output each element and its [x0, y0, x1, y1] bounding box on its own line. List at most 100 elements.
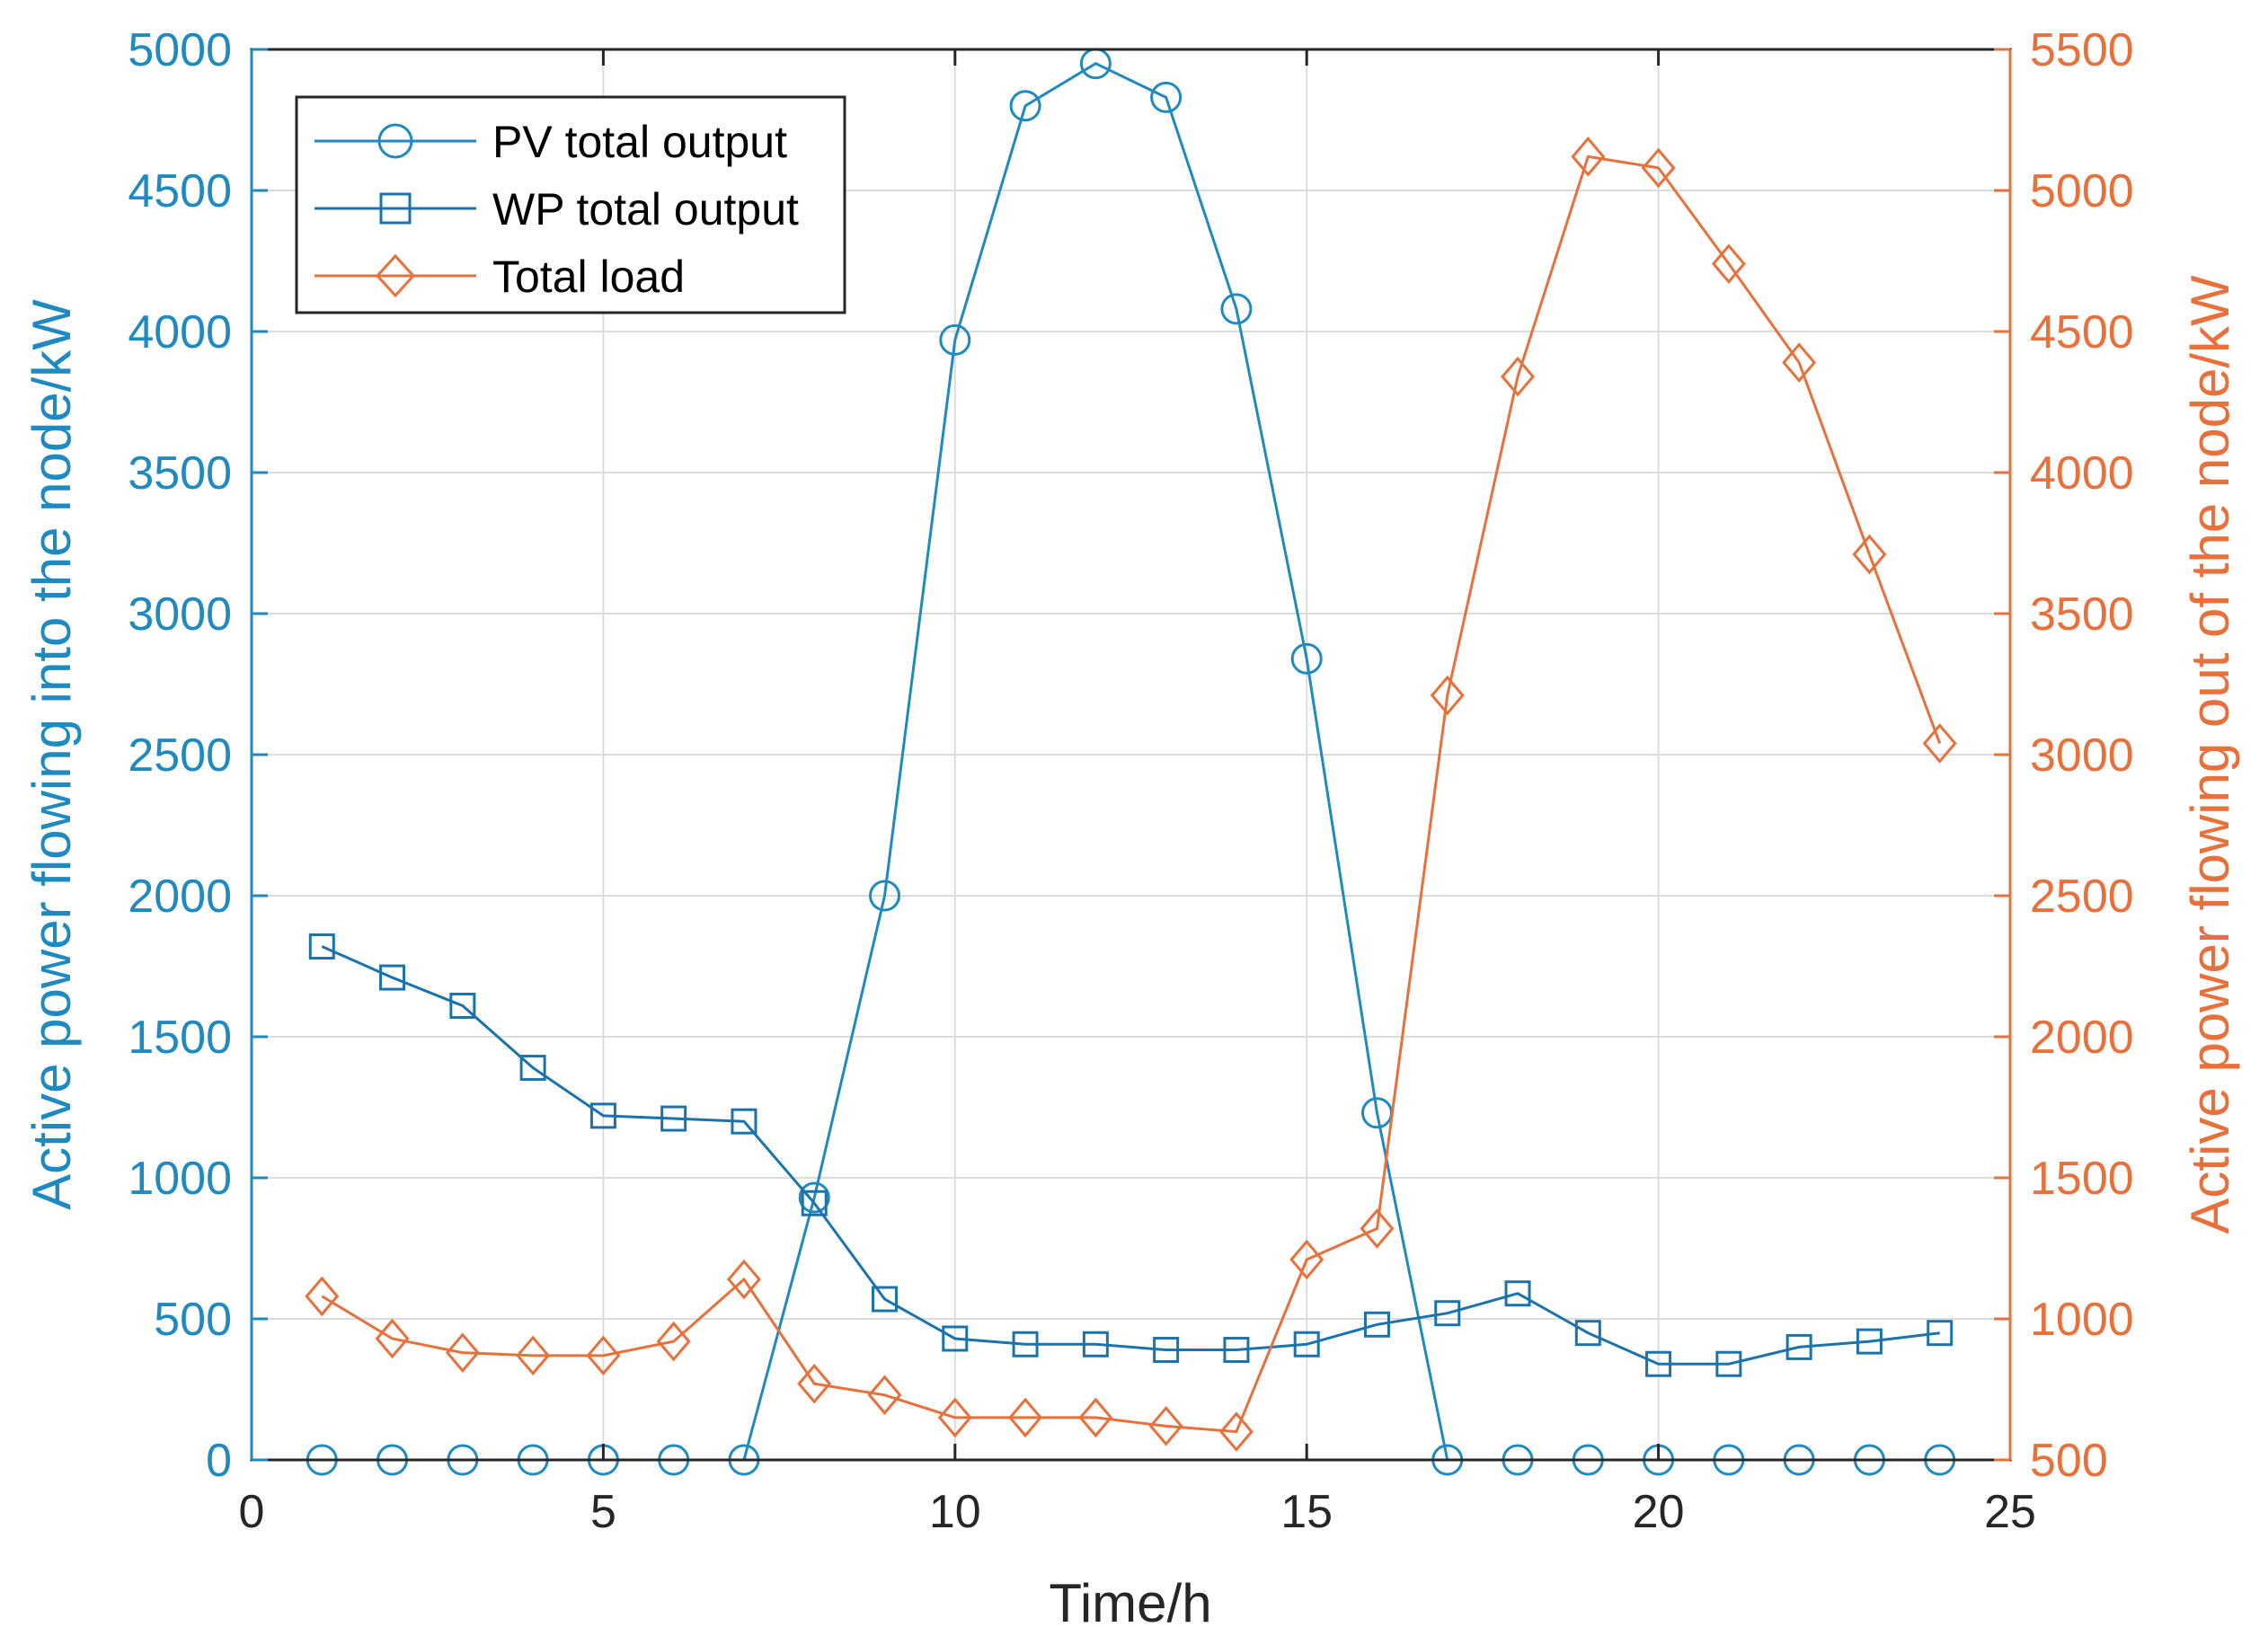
data-point-total-load: [375, 1318, 410, 1359]
y-right-tick-label: 4500: [2030, 306, 2134, 358]
data-point-wp-total-output: [660, 1105, 687, 1132]
legend-entry-wp: WP total output: [315, 184, 799, 234]
data-point-total-load: [656, 1321, 691, 1362]
legend-entry-pv: PV total output: [315, 117, 787, 167]
data-point-total-load: [937, 1397, 972, 1438]
y-right-tick-label: 5500: [2030, 24, 2134, 76]
data-point-wp-total-output: [519, 1055, 546, 1082]
data-point-wp-total-output: [1223, 1337, 1250, 1364]
data-point-wp-total-output: [589, 1102, 616, 1129]
data-point-total-load: [1922, 723, 1957, 764]
data-point-total-load: [586, 1335, 621, 1376]
data-point-total-load: [1852, 534, 1887, 575]
data-point-total-load: [726, 1259, 761, 1300]
legend-label-load: Total load: [492, 252, 685, 302]
data-point-total-load: [1360, 1208, 1395, 1249]
y-left-tick-label: 1000: [128, 1153, 232, 1205]
data-point-wp-total-output: [1574, 1320, 1601, 1347]
data-point-wp-total-output: [1715, 1350, 1742, 1377]
data-point-wp-total-output: [942, 1325, 969, 1352]
data-point-wp-total-output: [1434, 1300, 1461, 1327]
y-left-tick-label: 2500: [128, 730, 232, 782]
grid-lines: [252, 49, 2010, 1460]
y-axis-left-label: Active power flowing into the node/kW: [22, 299, 82, 1210]
data-point-pv-total-output: [1290, 642, 1323, 675]
legend-label-wp: WP total output: [492, 184, 799, 234]
series-wp-total-output: [308, 933, 1953, 1377]
data-point-wp-total-output: [1504, 1280, 1531, 1307]
y-left-tick-label: 1500: [128, 1012, 232, 1064]
legend-entry-load: Total load: [315, 252, 685, 302]
y-left-tick-label: 500: [154, 1294, 232, 1346]
y-right-tick-label: 3000: [2030, 730, 2134, 782]
data-point-pv-total-output: [869, 880, 901, 912]
x-tick-label: 25: [1984, 1486, 2036, 1538]
data-point-pv-total-output: [1009, 90, 1041, 122]
data-point-wp-total-output: [731, 1108, 757, 1135]
tick-labels: 0 5 10 15 20 25 0 500 1000 1500 2000 2500 3000 3500 40…: [128, 24, 2133, 1538]
data-point-wp-total-output: [1785, 1333, 1812, 1360]
data-point-wp-total-output: [308, 933, 335, 960]
data-point-wp-total-output: [872, 1286, 899, 1313]
legend-marker-wp: [379, 192, 412, 225]
y-left-tick-label: 5000: [128, 24, 232, 76]
data-point-wp-total-output: [1153, 1337, 1180, 1364]
data-point-total-load: [445, 1332, 480, 1373]
y-axis-right-label: Active power flowing out of the node/kW: [2180, 275, 2240, 1234]
y-right-tick-label: 5000: [2030, 165, 2134, 217]
data-point-total-load: [1148, 1406, 1183, 1446]
y-right-tick-label: 2500: [2030, 871, 2134, 923]
series-total-load: [305, 137, 1957, 1452]
data-point-wp-total-output: [1082, 1331, 1109, 1357]
tick-marks: [250, 48, 2012, 1462]
data-point-total-load: [1289, 1239, 1324, 1280]
data-point-wp-total-output: [1645, 1350, 1672, 1377]
y-right-tick-label: 3500: [2030, 588, 2134, 641]
y-right-tick-label: 2000: [2030, 1012, 2134, 1064]
y-left-tick-label: 0: [206, 1435, 232, 1487]
data-point-total-load: [797, 1363, 832, 1404]
data-point-total-load: [1711, 243, 1746, 284]
data-point-wp-total-output: [801, 1189, 828, 1216]
legend-marker-pv: [377, 123, 413, 159]
data-point-pv-total-output: [1150, 81, 1183, 113]
data-point-pv-total-output: [1220, 293, 1253, 325]
data-point-wp-total-output: [1856, 1328, 1883, 1355]
data-point-wp-total-output: [379, 964, 406, 991]
y-left-tick-label: 4500: [128, 165, 232, 217]
y-left-tick-label: 2000: [128, 871, 232, 923]
legend-label-pv: PV total output: [492, 117, 787, 167]
y-right-tick-label: 4000: [2030, 447, 2134, 500]
data-point-total-load: [516, 1335, 551, 1376]
legend: PV total output WP total output Total lo…: [295, 95, 846, 314]
x-tick-label: 15: [1280, 1486, 1333, 1538]
y-left-tick-label: 3000: [128, 588, 232, 641]
data-point-total-load: [1501, 356, 1536, 397]
data-point-total-load: [1571, 137, 1606, 177]
y-left-tick-label: 4000: [128, 306, 232, 358]
data-point-total-load: [305, 1276, 340, 1317]
y-left-tick-label: 3500: [128, 447, 232, 500]
y-right-tick-label: 1000: [2030, 1294, 2134, 1346]
data-point-total-load: [1641, 147, 1676, 189]
data-point-wp-total-output: [1927, 1320, 1953, 1347]
data-point-pv-total-output: [939, 323, 971, 356]
x-axis-label: Time/h: [1049, 1573, 1211, 1633]
x-tick-label: 5: [590, 1486, 616, 1538]
legend-marker-load: [375, 253, 416, 298]
data-point-total-load: [1782, 342, 1817, 383]
data-point-total-load: [1218, 1411, 1254, 1452]
data-point-wp-total-output: [1363, 1311, 1390, 1338]
data-point-total-load: [1008, 1397, 1043, 1438]
x-tick-label: 20: [1633, 1486, 1685, 1538]
y-right-tick-label: 500: [2030, 1435, 2108, 1487]
series-line-total-load: [321, 155, 1942, 1434]
y-right-tick-label: 1500: [2030, 1153, 2134, 1205]
x-tick-label: 10: [929, 1486, 981, 1538]
data-point-wp-total-output: [1012, 1331, 1039, 1357]
data-point-total-load: [1078, 1397, 1113, 1438]
data-point-wp-total-output: [1293, 1331, 1320, 1357]
x-tick-label: 0: [239, 1486, 265, 1538]
data-point-pv-total-output: [798, 1181, 830, 1214]
